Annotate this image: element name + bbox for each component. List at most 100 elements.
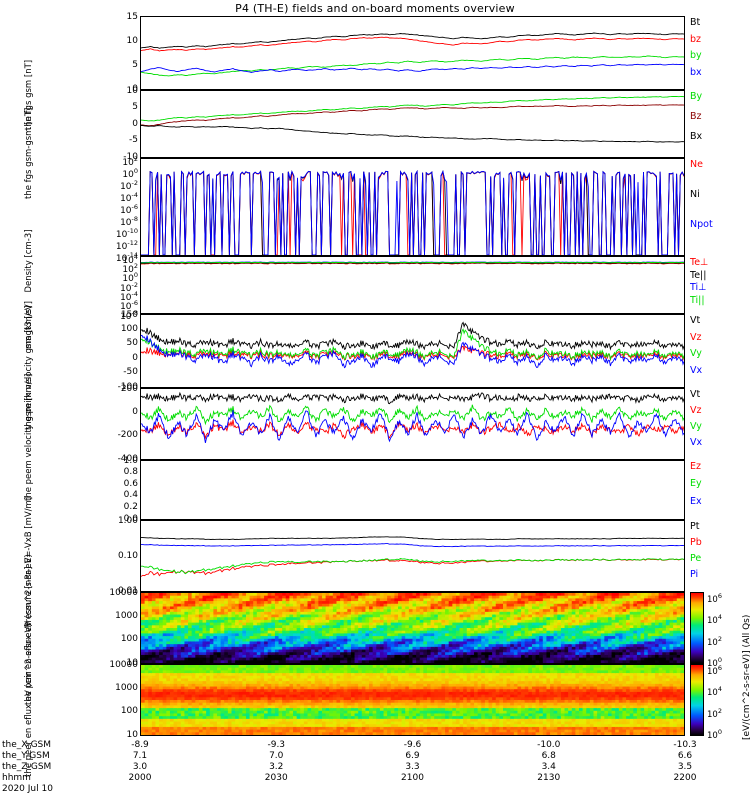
legend-Pi[interactable]: Pi (690, 569, 699, 580)
ytick-label[interactable]: 0.2 (123, 501, 138, 512)
legend-Ti[interactable]: Ti|| (690, 294, 705, 306)
ylabel-peem_velocity[interactable]: the peem velocity gsm [km/s] (24, 373, 34, 501)
legend-bz[interactable]: bz (690, 33, 702, 45)
ytick-label[interactable]: 1.00 (117, 515, 138, 526)
ytick-label[interactable]: 10-2 (120, 178, 138, 192)
legend-Vt[interactable]: Vt (690, 389, 701, 400)
ytick-label[interactable]: 102 (122, 154, 138, 168)
legend-Vx[interactable]: Vx (690, 437, 703, 448)
ytick-label[interactable]: 10 (126, 35, 138, 46)
footer-value[interactable]: 6.6 (677, 751, 693, 761)
ytick-label[interactable]: 100 (122, 271, 138, 285)
ytick-label[interactable]: 10000 (109, 659, 138, 670)
footer-value[interactable]: 7.0 (269, 751, 284, 761)
legend-Ni[interactable]: Ni (690, 189, 700, 200)
footer-row-label[interactable]: the_Y-GSM (2, 751, 50, 761)
footer-value[interactable]: 2030 (264, 773, 288, 783)
panel-peer_eflux[interactable] (140, 664, 685, 736)
ytick-label[interactable]: 0 (132, 83, 138, 94)
ytick-label[interactable]: 10-2 (120, 280, 138, 294)
ytick-label[interactable]: 100 (120, 634, 138, 645)
ytick-label[interactable]: 5 (132, 59, 138, 70)
footer-value[interactable]: 3.0 (132, 762, 148, 772)
ytick-label[interactable]: 10 (126, 85, 138, 96)
footer-value[interactable]: -10.3 (673, 740, 697, 750)
footer-value[interactable]: 3.3 (405, 762, 420, 772)
panel-fgs_gsm_gsm[interactable] (140, 90, 685, 158)
ytick-label[interactable]: 10-10 (115, 226, 138, 240)
legend-Vy[interactable]: Vy (690, 348, 702, 359)
ytick-label[interactable]: -10 (123, 151, 138, 162)
colorbar-tick[interactable]: 106 (707, 664, 722, 677)
legend-Ez[interactable]: Ez (690, 461, 701, 472)
ylabel-fgs_gsm_gsm[interactable]: the fgs gsm-gsm [nT] (24, 107, 34, 199)
ytick-label[interactable]: 200 (120, 383, 138, 394)
colorbar-electron[interactable] (690, 664, 704, 736)
legend-Vz[interactable]: Vz (690, 331, 702, 343)
panel-density[interactable] (140, 158, 685, 256)
panel-peem_velocity[interactable] (140, 388, 685, 460)
legend-Vx[interactable]: Vx (690, 364, 703, 376)
ytick-label[interactable]: 1000 (115, 610, 138, 621)
legend-Vz[interactable]: Vz (690, 405, 702, 416)
colorbar-ion[interactable] (690, 592, 704, 664)
ytick-label[interactable]: -100 (117, 381, 138, 392)
legend-Ex[interactable]: Ex (690, 495, 702, 507)
legend-Ey[interactable]: Ey (690, 478, 702, 490)
ytick-label[interactable]: 5 (132, 102, 138, 112)
legend-Pe[interactable]: Pe (690, 553, 702, 564)
footer-value[interactable]: -8.9 (131, 740, 149, 750)
legend-Bt[interactable]: Bt (690, 17, 701, 28)
legend-Pt[interactable]: Pt (690, 521, 700, 532)
ytick-label[interactable]: 15 (126, 11, 138, 22)
legend-Pb[interactable]: Pb (690, 537, 702, 548)
ytick-label[interactable]: 10-4 (120, 289, 138, 303)
panel-efield[interactable] (140, 460, 685, 520)
ytick-label[interactable]: 10-8 (120, 308, 138, 322)
footer-row-label[interactable]: the_X-GSM (2, 740, 52, 750)
ytick-label[interactable]: -50 (123, 367, 138, 378)
ytick-label[interactable]: -200 (117, 430, 138, 441)
ytick-label[interactable]: 10 (126, 657, 138, 668)
colorbar-tick[interactable]: 102 (707, 634, 722, 648)
colorbar-tick[interactable]: 106 (707, 592, 722, 605)
panel-pressure[interactable] (140, 520, 685, 592)
legend-Ne[interactable]: Ne (690, 159, 703, 170)
panel-fgs_gsm[interactable] (140, 16, 685, 90)
legend-Vy[interactable]: Vy (690, 421, 702, 432)
ytick-label[interactable]: 0 (132, 352, 138, 363)
ytick-label[interactable]: -5 (129, 135, 138, 145)
ytick-label[interactable]: 0.01 (117, 585, 138, 596)
ytick-label[interactable]: 10-6 (120, 202, 138, 216)
legend-bx[interactable]: bx (690, 66, 702, 78)
ytick-label[interactable]: 150 (120, 309, 138, 320)
colorbar-tick[interactable]: 100 (707, 656, 722, 669)
legend-Vt[interactable]: Vt (690, 315, 701, 326)
footer-value[interactable]: -9.6 (403, 740, 422, 750)
ytick-label[interactable]: 10-4 (120, 190, 138, 204)
footer-row-label[interactable]: the_Z-GSM (2, 762, 52, 772)
legend-Bz[interactable]: Bz (690, 111, 702, 122)
ytick-label[interactable]: 50 (126, 338, 138, 349)
legend-by[interactable]: by (690, 50, 702, 61)
ytick-label[interactable]: 0.8 (123, 467, 138, 478)
panel-magt3[interactable] (140, 256, 685, 314)
ytick-label[interactable]: 1.0 (123, 455, 138, 466)
footer-value[interactable]: -10.0 (537, 740, 561, 750)
ytick-label[interactable]: 104 (122, 252, 138, 266)
ytick-label[interactable]: 10000 (109, 587, 138, 598)
ytick-label[interactable]: 0.10 (117, 550, 138, 561)
ytick-label[interactable]: 10 (126, 729, 138, 740)
ytick-label[interactable]: 100 (120, 323, 138, 334)
footer-value[interactable]: 7.1 (132, 751, 148, 761)
ytick-label[interactable]: 0.6 (123, 478, 138, 489)
footer-value[interactable]: 2130 (537, 773, 561, 783)
footer-row-label[interactable]: hhmm (2, 773, 31, 783)
footer-value[interactable]: 2200 (673, 773, 697, 783)
ytick-label[interactable]: 10-12 (115, 238, 138, 252)
ytick-label[interactable]: 0 (132, 118, 138, 129)
legend-Npot[interactable]: Npot (690, 219, 713, 230)
footer-value[interactable]: 3.4 (541, 762, 556, 772)
panel-peim_velocity[interactable] (140, 314, 685, 388)
ytick-label[interactable]: 10-6 (120, 299, 138, 313)
